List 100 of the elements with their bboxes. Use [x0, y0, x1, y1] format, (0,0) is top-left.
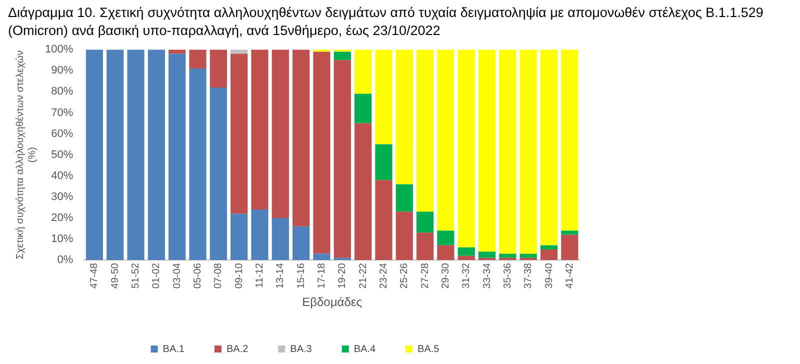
y-tick-label: 100% [44, 44, 74, 56]
bar [458, 50, 475, 248]
x-tick-label: 37-38 [523, 262, 534, 289]
x-tick-label: 31-32 [461, 262, 472, 289]
bar [189, 68, 206, 260]
legend-label: BA.3 [290, 344, 312, 355]
bar [354, 50, 372, 94]
bar [272, 218, 289, 260]
bar [478, 258, 496, 260]
y-tick-label: 20% [51, 212, 74, 224]
bar [354, 94, 372, 124]
bar [540, 250, 558, 260]
bar [375, 144, 392, 180]
x-tick-label: 25-26 [399, 262, 410, 289]
bar [292, 226, 310, 260]
bar [354, 123, 372, 260]
bar [540, 50, 558, 246]
bar [251, 210, 268, 260]
y-tick-label: 60% [51, 128, 74, 140]
bar [375, 180, 392, 260]
bar [168, 50, 186, 54]
x-tick-label: 51-52 [130, 262, 142, 289]
bar [148, 50, 165, 260]
x-tick-label: 13-14 [275, 262, 286, 289]
legend-label: BA.1 [162, 344, 185, 355]
x-tick-label: 19-20 [337, 262, 348, 289]
bar [396, 50, 413, 184]
bar [478, 50, 496, 252]
bar [106, 50, 124, 260]
bar [416, 212, 434, 233]
y-tick-label: 40% [51, 170, 74, 182]
bar [230, 214, 248, 260]
bar [334, 60, 351, 258]
bar [334, 258, 351, 260]
bar [561, 234, 578, 260]
bar [313, 52, 330, 254]
x-tick-label: 33-34 [482, 262, 493, 289]
bar [210, 87, 227, 260]
bar [292, 50, 310, 226]
x-tick-label: 47-48 [89, 262, 100, 289]
legend-label: BA.5 [418, 344, 440, 355]
x-tick-label: 09-10 [234, 262, 245, 289]
bar [251, 50, 268, 210]
bar [313, 254, 330, 260]
y-tick-label: 70% [51, 106, 74, 119]
x-tick-label: 29-30 [440, 262, 452, 289]
bar [127, 50, 144, 260]
bar [334, 52, 351, 60]
bar [437, 245, 454, 260]
bar [520, 254, 537, 258]
bar [499, 254, 516, 258]
bar [437, 50, 454, 231]
x-axis-title: Εβδομάδες [302, 295, 362, 310]
bar [189, 50, 206, 69]
x-tick-label: 15-16 [296, 262, 307, 289]
bar [375, 50, 392, 144]
bar [561, 50, 578, 231]
x-tick-label: 23-24 [378, 262, 390, 289]
y-tick-label: 90% [51, 64, 74, 77]
bar [458, 247, 475, 256]
bar [540, 245, 558, 250]
bar [396, 212, 413, 260]
x-tick-label: 21-22 [358, 262, 369, 289]
x-tick-label: 01-02 [151, 262, 162, 289]
x-tick-label: 05-06 [192, 262, 204, 289]
bar [272, 50, 289, 218]
bar [168, 54, 186, 260]
bar [458, 256, 475, 260]
x-tick-label: 27-28 [420, 262, 431, 289]
legend-label: BA.4 [354, 344, 376, 355]
bar [416, 50, 434, 212]
x-tick-label: 17-18 [316, 262, 328, 289]
x-tick-label: 03-04 [172, 262, 183, 289]
y-tick-label: 50% [51, 148, 74, 161]
bar [86, 50, 104, 260]
x-tick-label: 07-08 [213, 262, 224, 289]
y-tick-label: 10% [51, 233, 74, 246]
bar [561, 230, 578, 235]
bar [210, 50, 227, 88]
y-axis-title: Σχετική συχνότητα αλληλουχηθέντων στελεχών (%) [14, 50, 38, 260]
bar [396, 184, 413, 212]
y-tick-label: 0% [57, 254, 74, 266]
bar [416, 232, 434, 260]
x-tick-label: 35-36 [502, 262, 514, 289]
bar [499, 258, 516, 260]
chart-title: Διάγραμμα 10. Σχετική συχνότητα αλληλουχηθέντων δειγμάτων από τυχαία δειγματοληψία με απομονωθέν στέλεχος Β.1.1.529 (Omicron) ανά βασική υπο-παραλλαγή, ανά 15νθήμερο, έως 23/10/2022 [8, 4, 764, 40]
bar [520, 50, 537, 254]
y-tick-label: 80% [51, 86, 74, 98]
bar [499, 50, 516, 254]
bar [230, 50, 248, 54]
x-tick-label: 39-40 [544, 262, 555, 289]
x-tick-label: 41-42 [564, 262, 576, 289]
legend-label: BA.2 [226, 344, 249, 355]
bar [437, 230, 454, 246]
x-tick-label: 11-12 [254, 262, 266, 288]
y-tick-label: 30% [51, 190, 74, 203]
x-tick-label: 49-50 [110, 262, 121, 289]
bar [520, 258, 537, 260]
bar [230, 54, 248, 214]
bar [478, 252, 496, 258]
